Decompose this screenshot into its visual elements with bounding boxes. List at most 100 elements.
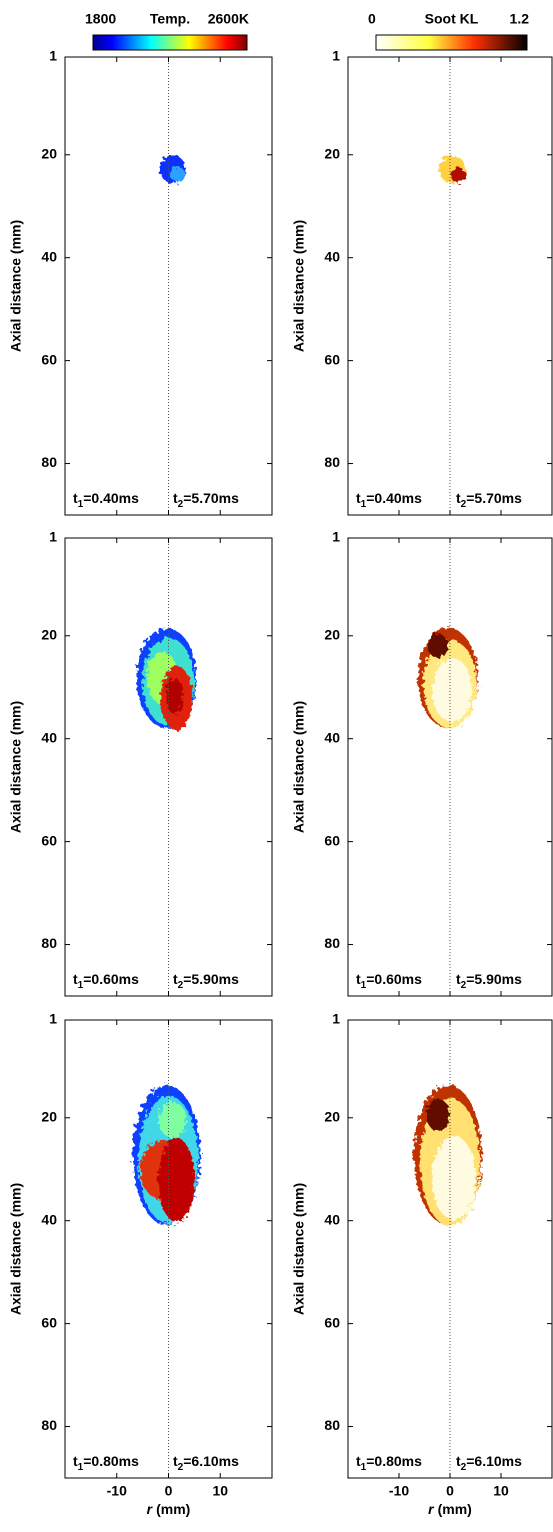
flame-region bbox=[165, 678, 184, 714]
flame-region bbox=[426, 1099, 450, 1131]
x-axis-label: r (mm) bbox=[428, 1501, 472, 1517]
x-axis-unit: (mm) bbox=[156, 1501, 190, 1517]
annotation-subscript: 1 bbox=[361, 980, 367, 991]
time-annotation: t2=5.70ms bbox=[456, 490, 522, 510]
x-axis-unit: (mm) bbox=[438, 1501, 472, 1517]
annotation-text: =0.40ms bbox=[366, 490, 422, 506]
flame-image bbox=[418, 628, 478, 728]
annotation-text: =0.80ms bbox=[83, 1453, 139, 1469]
y-tick-label: 1 bbox=[332, 529, 340, 545]
annotation-subscript: 2 bbox=[461, 980, 467, 991]
x-tick-label: 0 bbox=[165, 1483, 173, 1499]
annotation-text: =5.90ms bbox=[183, 971, 239, 987]
y-tick-label: 60 bbox=[324, 1314, 340, 1330]
y-tick-label: 20 bbox=[324, 145, 340, 161]
flame-image bbox=[414, 1085, 482, 1226]
y-axis-label: Axial distance (mm) bbox=[291, 220, 307, 352]
panel: 1 20 40 60 80 -10 0 10 Axial distance (mm) r (mm) t… bbox=[291, 1011, 553, 1517]
y-tick-label: 1 bbox=[49, 48, 57, 64]
y-tick-label: 80 bbox=[41, 454, 57, 470]
y-axis-label: Axial distance (mm) bbox=[8, 701, 24, 833]
y-tick-label: 80 bbox=[41, 1417, 57, 1433]
y-tick-label: 80 bbox=[324, 1417, 340, 1433]
annotation-symbol: t bbox=[173, 1453, 178, 1469]
colorbar-tick-label: 2600K bbox=[208, 11, 249, 27]
flame-region bbox=[158, 1138, 195, 1222]
annotation-text: =0.60ms bbox=[83, 971, 139, 987]
colorbar bbox=[375, 34, 528, 51]
colorbar-tick-label: 1.2 bbox=[510, 11, 530, 27]
annotation-symbol: t bbox=[456, 971, 461, 987]
annotation-subscript: 1 bbox=[361, 499, 367, 510]
y-axis-label: Axial distance (mm) bbox=[291, 1183, 307, 1315]
flame-image bbox=[159, 155, 186, 183]
annotation-symbol: t bbox=[173, 490, 178, 506]
flame-region bbox=[451, 167, 465, 183]
annotation-symbol: t bbox=[173, 971, 178, 987]
x-axis-symbol: r bbox=[428, 1501, 435, 1517]
flame-region bbox=[158, 1102, 187, 1138]
annotation-symbol: t bbox=[356, 490, 361, 506]
annotation-text: =5.90ms bbox=[466, 971, 522, 987]
y-tick-label: 20 bbox=[324, 1108, 340, 1124]
y-tick-label: 60 bbox=[324, 832, 340, 848]
x-axis-label: r (mm) bbox=[147, 1501, 191, 1517]
annotation-subscript: 1 bbox=[78, 499, 84, 510]
annotation-text: =5.70ms bbox=[183, 490, 239, 506]
y-axis-label: Axial distance (mm) bbox=[291, 701, 307, 833]
flame-region bbox=[432, 1136, 476, 1220]
y-axis-label: Axial distance (mm) bbox=[8, 1183, 24, 1315]
annotation-symbol: t bbox=[73, 971, 78, 987]
y-tick-label: 40 bbox=[41, 248, 57, 264]
y-tick-label: 40 bbox=[324, 248, 340, 264]
time-annotation: t1=0.40ms bbox=[73, 490, 139, 510]
y-tick-label: 40 bbox=[324, 1211, 340, 1227]
annotation-subscript: 1 bbox=[78, 1462, 84, 1473]
time-annotation: t1=0.80ms bbox=[73, 1453, 139, 1473]
annotation-subscript: 1 bbox=[361, 1462, 367, 1473]
flame-image bbox=[439, 155, 465, 183]
y-tick-label: 1 bbox=[49, 1011, 57, 1027]
annotation-subscript: 1 bbox=[78, 980, 84, 991]
y-tick-label: 60 bbox=[41, 351, 57, 367]
y-tick-label: 80 bbox=[324, 935, 340, 951]
time-annotation: t2=5.90ms bbox=[173, 971, 239, 991]
colorbar-label: Temp. bbox=[150, 11, 190, 27]
colorbar-tick-label: 1800 bbox=[85, 11, 116, 27]
x-tick-label: -10 bbox=[107, 1483, 127, 1499]
flame-region bbox=[428, 634, 448, 658]
y-tick-label: 1 bbox=[332, 48, 340, 64]
time-annotation: t1=0.60ms bbox=[73, 971, 139, 991]
y-tick-label: 20 bbox=[41, 145, 57, 161]
annotation-symbol: t bbox=[73, 1453, 78, 1469]
annotation-text: =6.10ms bbox=[183, 1453, 239, 1469]
y-tick-label: 60 bbox=[324, 351, 340, 367]
annotation-text: =6.10ms bbox=[466, 1453, 522, 1469]
time-annotation: t1=0.80ms bbox=[356, 1453, 422, 1473]
y-tick-label: 1 bbox=[49, 529, 57, 545]
y-tick-label: 40 bbox=[41, 1211, 57, 1227]
annotation-subscript: 2 bbox=[178, 980, 184, 991]
time-annotation: t2=5.70ms bbox=[173, 490, 239, 510]
flame-region bbox=[432, 658, 472, 722]
time-annotation: t2=6.10ms bbox=[456, 1453, 522, 1473]
annotation-text: =0.40ms bbox=[83, 490, 139, 506]
x-tick-label: 0 bbox=[446, 1483, 454, 1499]
flame-region bbox=[170, 166, 185, 182]
y-axis-label: Axial distance (mm) bbox=[8, 220, 24, 352]
y-tick-label: 60 bbox=[41, 832, 57, 848]
y-tick-label: 80 bbox=[41, 935, 57, 951]
annotation-subscript: 2 bbox=[178, 1462, 184, 1473]
time-annotation: t2=6.10ms bbox=[173, 1453, 239, 1473]
annotation-symbol: t bbox=[356, 1453, 361, 1469]
annotation-subscript: 2 bbox=[461, 499, 467, 510]
y-tick-label: 40 bbox=[324, 729, 340, 745]
annotation-symbol: t bbox=[73, 490, 78, 506]
annotation-text: =0.80ms bbox=[366, 1453, 422, 1469]
x-axis-symbol: r bbox=[147, 1501, 154, 1517]
